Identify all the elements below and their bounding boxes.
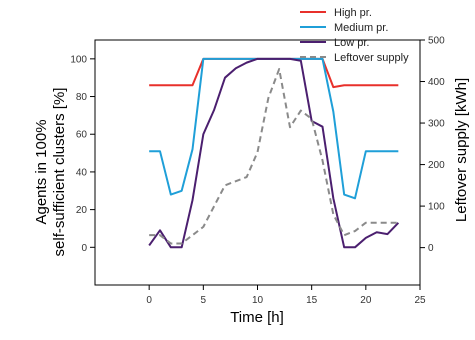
left-y-axis-title-line-2: self-sufficient clusters [%] [51, 88, 68, 257]
series-line-medium-pr [149, 57, 399, 200]
left-y-axis-title: Agents in 100% self-sufficient clusters … [33, 88, 68, 257]
series-layer [148, 57, 400, 249]
left-y-axis: 0 20 40 60 80 100 [70, 54, 95, 254]
y-right-tick-label: 100 [428, 202, 445, 213]
plot-border [94, 39, 421, 286]
right-y-axis: 0 100 200 300 400 500 [420, 36, 445, 254]
legend-label: Leftover supply [334, 52, 409, 64]
x-axis-title: Time [h] [230, 309, 284, 326]
x-tick-label: 0 [146, 295, 152, 306]
y-right-tick-label: 400 [428, 77, 445, 88]
legend: High pr. Medium pr. Low pr. Leftover supply [300, 7, 409, 64]
y-left-tick-label: 0 [81, 243, 87, 254]
legend-label: High pr. [334, 7, 372, 19]
y-left-tick-label: 20 [76, 205, 88, 216]
x-tick-label: 15 [306, 295, 318, 306]
y-left-tick-label: 80 [76, 92, 88, 103]
y-right-tick-label: 500 [428, 36, 445, 47]
y-left-tick-label: 40 [76, 167, 88, 178]
y-right-tick-label: 200 [428, 160, 445, 171]
y-right-tick-label: 0 [428, 243, 434, 254]
x-tick-label: 10 [252, 295, 264, 306]
y-right-tick-label: 300 [428, 119, 445, 130]
plot-frame [94, 39, 421, 286]
y-left-tick-label: 60 [76, 130, 88, 141]
series-line-low-pr [148, 57, 400, 249]
x-tick-label: 5 [201, 295, 207, 306]
legend-label: Low pr. [334, 37, 369, 49]
x-axis: 0 5 10 15 20 25 [146, 285, 426, 306]
left-y-axis-title-line-1: Agents in 100% [33, 119, 50, 224]
y-left-tick-label: 100 [70, 54, 87, 65]
series-line-leftover-supply [149, 68, 399, 245]
legend-label: Medium pr. [334, 22, 388, 34]
x-tick-label: 25 [414, 295, 426, 306]
x-tick-label: 20 [360, 295, 372, 306]
right-y-axis-title: Leftover supply [kWh] [453, 78, 470, 222]
